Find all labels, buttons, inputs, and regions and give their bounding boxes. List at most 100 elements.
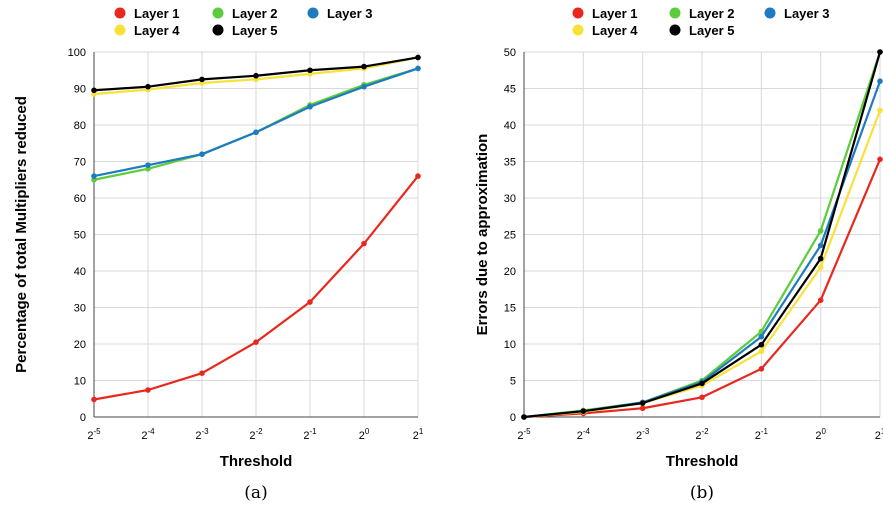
legend-label: Layer 1: [592, 6, 638, 21]
x-tick-label: 2-5: [517, 427, 531, 442]
y-tick-label: 10: [504, 339, 516, 351]
data-point: [415, 173, 421, 179]
series-layer-5: [521, 49, 883, 420]
legend-item: Layer 1: [114, 6, 180, 21]
data-point: [361, 83, 367, 90]
legend-marker: [572, 7, 584, 19]
data-point: [199, 151, 205, 157]
y-tick-label: 50: [504, 47, 516, 59]
legend-item: Layer 3: [307, 6, 373, 21]
data-point: [253, 129, 259, 136]
data-point: [758, 348, 765, 355]
x-tick-label: 2-3: [636, 427, 650, 442]
y-axis-title: Percentage of total Multipliers reduced: [13, 96, 30, 373]
legend: Layer 1 Layer 2 Layer 3 Layer 4 Layer 5: [114, 6, 373, 38]
data-point: [307, 103, 313, 110]
data-point: [199, 76, 205, 83]
data-point: [361, 63, 367, 70]
legend-item: Layer 1: [572, 6, 638, 21]
legend: Layer 1 Layer 2 Layer 3 Layer 4 Layer 5: [572, 6, 830, 38]
legend-label: Layer 5: [232, 23, 278, 38]
data-point: [817, 264, 824, 271]
y-tick-label: 50: [74, 230, 86, 242]
x-tick-label: 2-1: [303, 427, 317, 442]
data-point: [877, 107, 883, 114]
legend-label: Layer 4: [592, 23, 638, 38]
y-tick-label: 5: [510, 376, 516, 388]
x-tick-label: 20: [815, 427, 826, 442]
legend-marker: [669, 7, 681, 19]
y-tick-label: 100: [68, 47, 86, 59]
legend-marker: [307, 7, 319, 19]
data-point: [253, 72, 259, 79]
panel-caption: (b): [690, 483, 714, 503]
legend-item: Layer 5: [669, 23, 735, 38]
data-point: [877, 156, 883, 163]
x-tick-label: 2-5: [87, 427, 101, 442]
gridlines: [93, 51, 419, 418]
x-tick-label: 2-4: [141, 427, 155, 442]
legend-label: Layer 2: [689, 6, 735, 21]
legend-marker: [212, 24, 224, 36]
y-axis-title: Errors due to approximation: [474, 134, 491, 336]
x-tick-label: 2-3: [195, 427, 209, 442]
series-layer-3: [91, 65, 421, 179]
data-point: [758, 341, 765, 348]
x-tick-label: 2-1: [755, 427, 769, 442]
x-tick-label: 2-4: [577, 427, 591, 442]
y-tick-label: 20: [74, 339, 86, 351]
y-tick-label: 45: [504, 84, 516, 96]
legend-label: Layer 2: [232, 6, 278, 21]
y-tick-label: 40: [504, 120, 516, 132]
legend-label: Layer 5: [689, 23, 735, 38]
data-point: [91, 173, 97, 179]
legend-marker: [212, 7, 224, 19]
data-point: [199, 370, 205, 377]
legend-item: Layer 3: [764, 6, 830, 21]
data-point: [307, 299, 313, 305]
legend-marker: [764, 7, 776, 19]
legend-marker: [669, 24, 681, 36]
legend-marker: [114, 24, 126, 36]
data-point: [817, 242, 824, 249]
y-tick-label: 25: [504, 230, 516, 242]
x-tick-label: 21: [875, 427, 883, 442]
chart-panel-2: 0 5 10 15 20 25 30 35 40 45 50 2-5 2-4 2-3 2-2 2-1 20 21 T…: [474, 6, 883, 503]
legend-item: Layer 4: [114, 23, 180, 38]
data-point: [817, 228, 824, 234]
legend-marker: [114, 7, 126, 19]
legend-item: Layer 2: [669, 6, 735, 21]
data-point: [253, 339, 259, 345]
legend-label: Layer 1: [134, 6, 180, 21]
data-point: [699, 394, 705, 401]
data-point: [145, 83, 151, 90]
legend-item: Layer 2: [212, 6, 278, 21]
y-tick-label: 90: [74, 84, 86, 96]
y-tick-label: 70: [74, 157, 86, 169]
y-tick-label: 0: [80, 412, 86, 424]
x-tick-label: 20: [359, 427, 370, 442]
y-tick-label: 35: [504, 157, 516, 169]
legend-item: Layer 4: [572, 23, 638, 38]
data-point: [145, 387, 151, 393]
data-point: [521, 414, 527, 420]
data-point: [817, 255, 824, 262]
data-point: [145, 162, 151, 168]
data-point: [758, 333, 765, 340]
data-point: [415, 54, 421, 61]
y-tick-label: 20: [504, 266, 516, 278]
data-point: [307, 67, 313, 74]
y-tick-label: 40: [74, 266, 86, 278]
data-point: [877, 78, 883, 84]
legend-label: Layer 3: [784, 6, 830, 21]
x-tick-label: 2-2: [695, 427, 709, 442]
y-tick-label: 30: [74, 303, 86, 315]
data-point: [877, 49, 883, 55]
legend-label: Layer 4: [134, 23, 180, 38]
x-tick-label: 21: [413, 427, 424, 442]
data-point: [361, 240, 367, 247]
y-tick-label: 60: [74, 193, 86, 205]
y-tick-label: 10: [74, 376, 86, 388]
legend-marker: [572, 24, 584, 36]
